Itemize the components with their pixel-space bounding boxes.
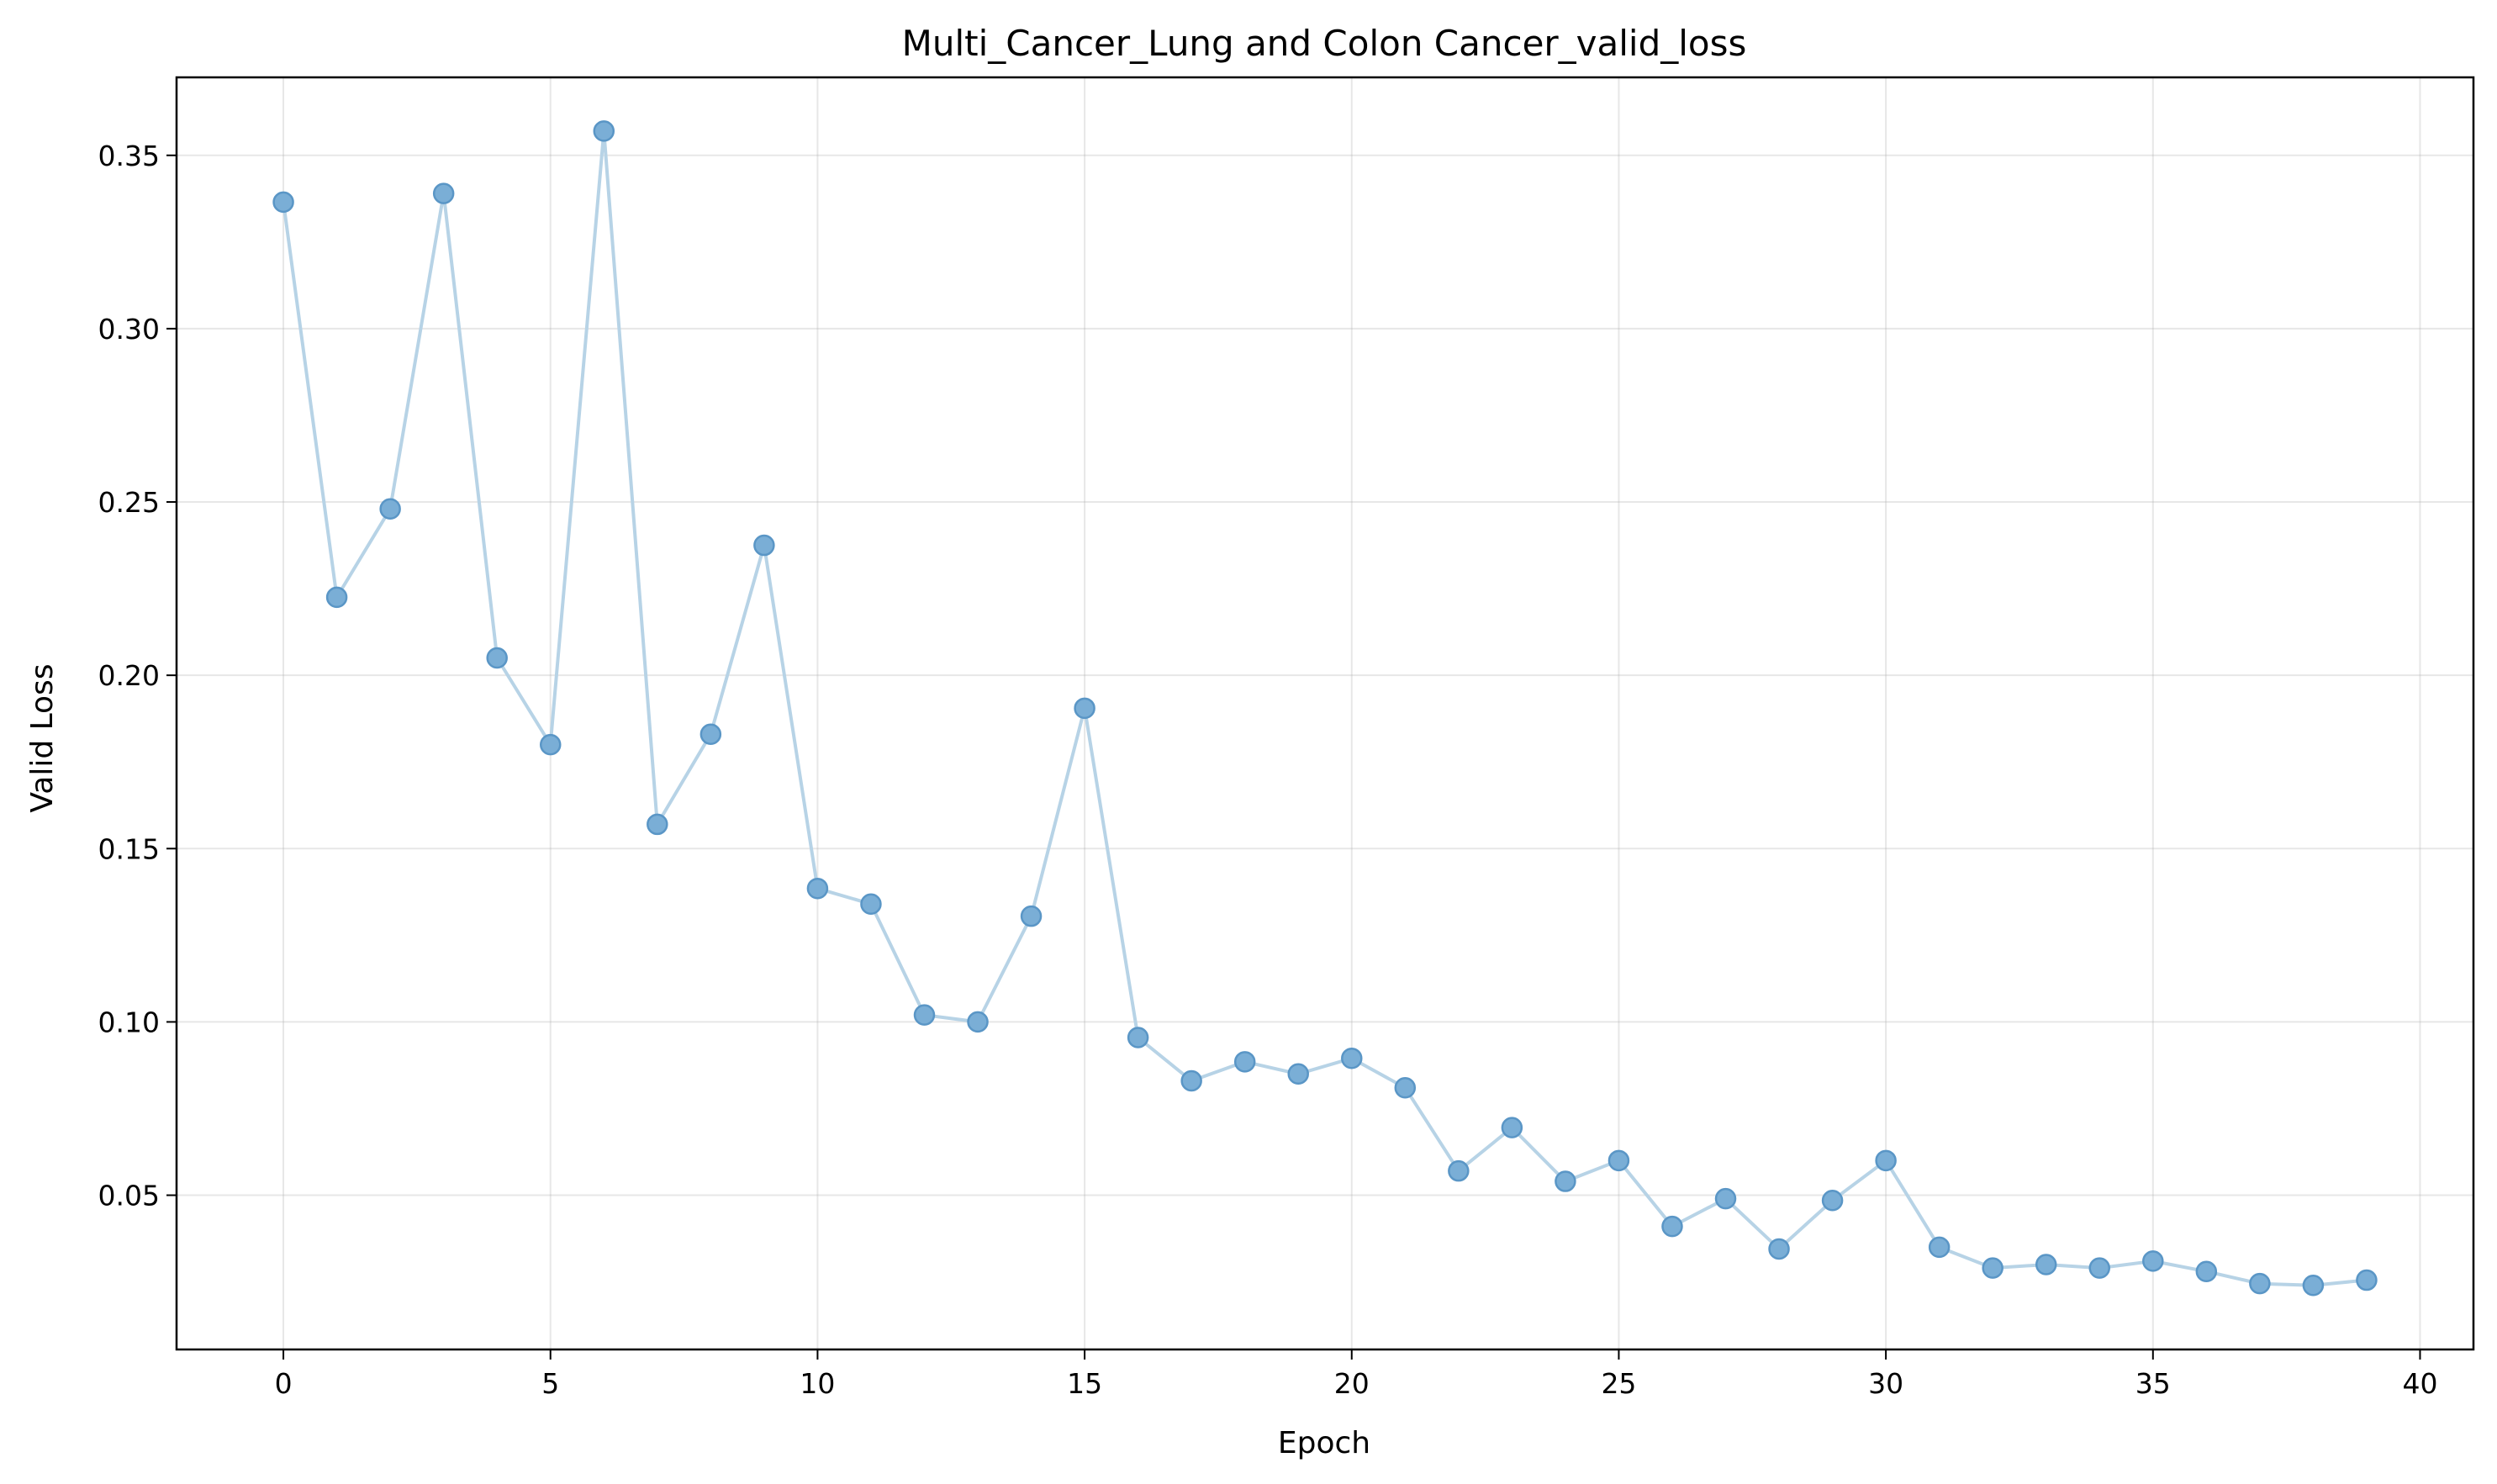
plot-frame <box>175 76 2475 1351</box>
data-point <box>1180 1069 1202 1092</box>
data-point <box>1714 1187 1737 1210</box>
y-tick-label: 0.30 <box>98 313 160 346</box>
data-point <box>1287 1063 1309 1085</box>
y-axis-label: Valid Loss <box>25 663 60 812</box>
data-point <box>1928 1236 1951 1259</box>
data-point <box>2356 1269 2378 1291</box>
x-tick-label: 10 <box>800 1367 835 1400</box>
data-point <box>593 120 615 142</box>
x-axis-ticks: 0 5 10 15 20 25 30 35 40 <box>275 1349 2437 1400</box>
data-point <box>1448 1159 1470 1182</box>
data-point <box>1555 1170 1576 1192</box>
data-point <box>1875 1149 1897 1172</box>
data-point <box>806 877 829 900</box>
y-axis-ticks: 0.05 0.10 0.15 0.20 0.25 0.30 0.35 <box>98 140 177 1212</box>
data-point <box>1607 1149 1630 1172</box>
chart-title: Multi_Cancer_Lung and Colon Cancer_valid… <box>902 23 1747 64</box>
data-point <box>539 733 562 756</box>
y-tick-label: 0.05 <box>98 1180 160 1212</box>
data-point <box>2249 1272 2271 1295</box>
data-point <box>2088 1257 2111 1279</box>
x-axis-label: Epoch <box>1278 1426 1370 1460</box>
data-point <box>647 813 668 836</box>
data-point <box>2142 1250 2164 1272</box>
x-tick-label: 0 <box>275 1367 293 1400</box>
data-point <box>1394 1076 1417 1099</box>
y-tick-label: 0.20 <box>98 659 160 692</box>
series-line-group <box>282 129 2368 1287</box>
y-tick-label: 0.35 <box>98 140 160 172</box>
x-tick-label: 25 <box>1601 1367 1636 1400</box>
x-tick-label: 5 <box>541 1367 559 1400</box>
x-tick-label: 40 <box>2402 1367 2437 1400</box>
data-point <box>1768 1238 1790 1260</box>
data-point <box>486 647 508 669</box>
data-point <box>2035 1254 2057 1275</box>
data-point <box>2302 1274 2325 1297</box>
data-points <box>272 120 2378 1297</box>
y-tick-label: 0.25 <box>98 486 160 519</box>
grid-lines <box>177 77 2473 1349</box>
data-point <box>432 182 455 204</box>
data-point <box>325 586 348 609</box>
data-point <box>913 1004 936 1026</box>
data-point <box>1341 1047 1363 1069</box>
x-tick-label: 35 <box>2135 1367 2171 1400</box>
data-point <box>753 534 775 557</box>
data-point <box>1127 1027 1149 1048</box>
y-tick-label: 0.15 <box>98 832 160 865</box>
x-tick-label: 15 <box>1067 1367 1102 1400</box>
data-point <box>1233 1051 1256 1073</box>
x-tick-label: 20 <box>1334 1367 1370 1400</box>
data-point <box>1074 697 1095 720</box>
y-tick-label: 0.10 <box>98 1006 160 1038</box>
data-point <box>1661 1215 1683 1238</box>
data-point <box>1020 905 1043 927</box>
data-point <box>272 191 294 214</box>
data-point <box>967 1011 989 1033</box>
data-point <box>379 498 401 520</box>
data-point <box>1501 1117 1523 1138</box>
data-point <box>1982 1257 2003 1279</box>
data-point <box>860 893 882 915</box>
x-tick-label: 30 <box>1868 1367 1903 1400</box>
series-line <box>282 129 2368 1287</box>
data-point <box>699 723 722 745</box>
data-point <box>1821 1189 1844 1212</box>
data-point <box>2195 1260 2218 1282</box>
